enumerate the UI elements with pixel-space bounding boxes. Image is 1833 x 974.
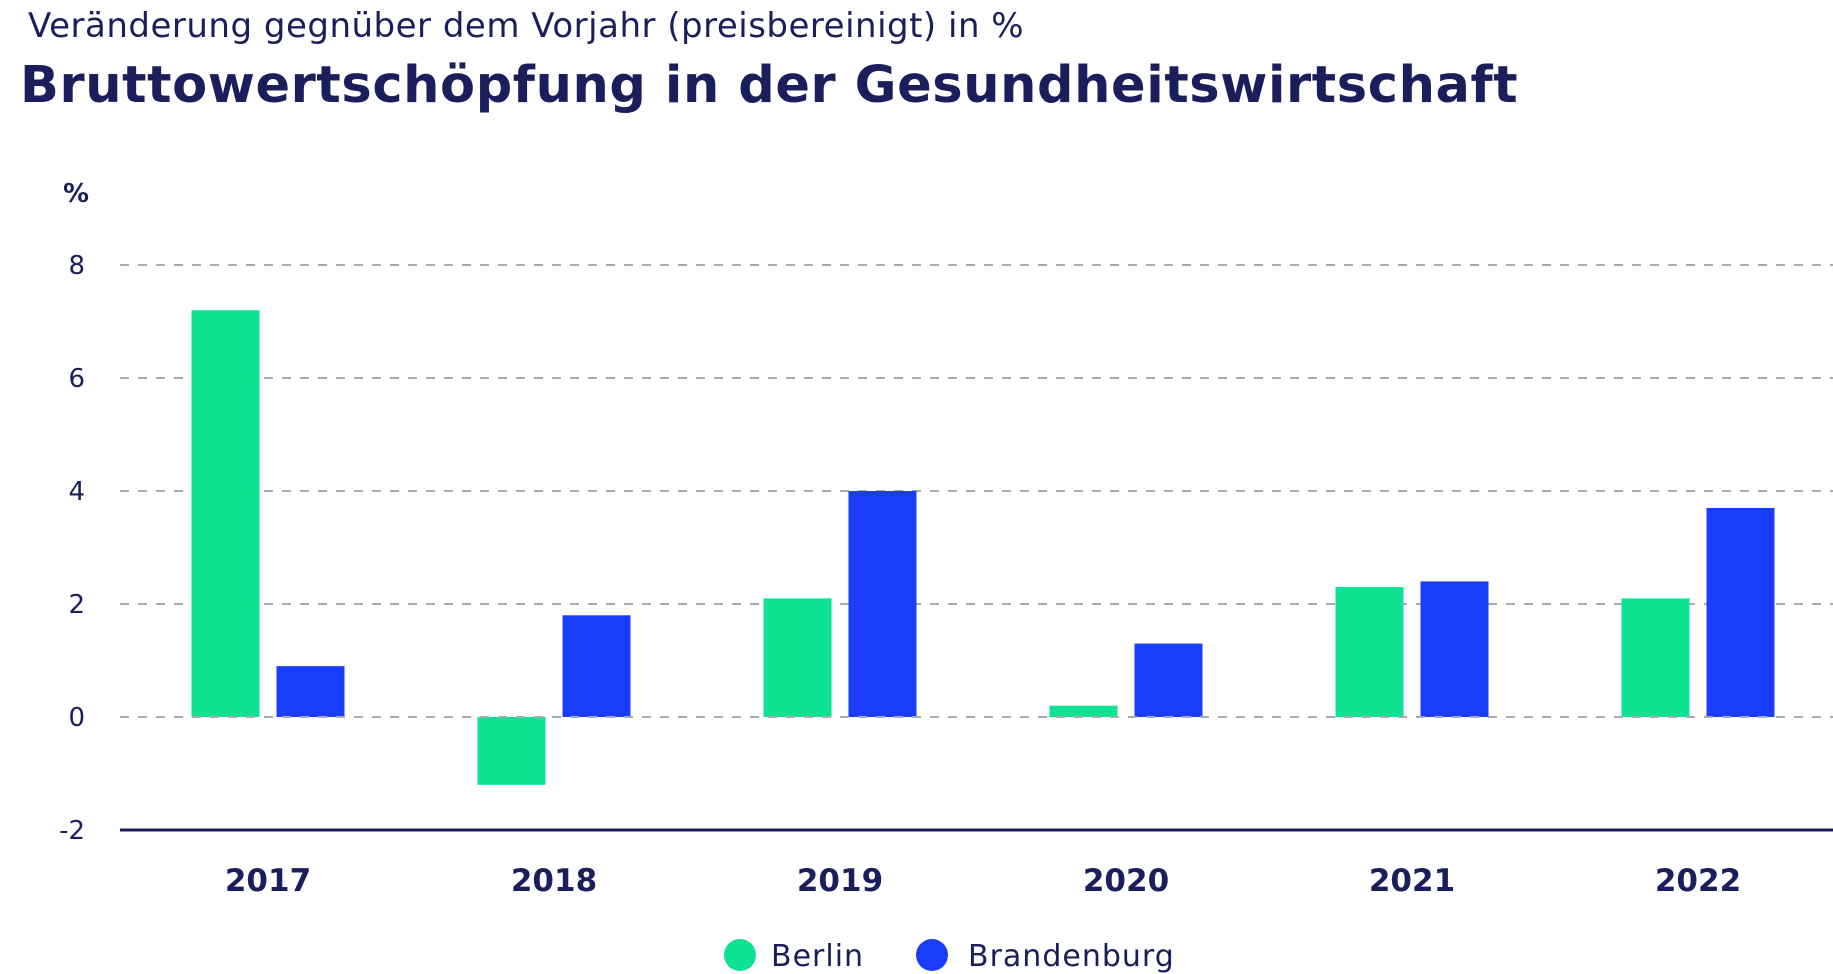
y-tick-label: -2 <box>59 816 85 846</box>
x-tick-label: 2017 <box>225 863 311 899</box>
bar-berlin-2021 <box>1335 587 1404 717</box>
y-tick-label: 2 <box>68 590 85 620</box>
chart-title: Bruttowertschöpfung in der Gesundheitswi… <box>20 56 1519 115</box>
legend-marker-brandenburg <box>916 939 948 971</box>
bar-brandenburg-2017 <box>276 666 345 717</box>
x-tick-label: 2021 <box>1369 863 1455 899</box>
y-tick-label: 0 <box>68 703 85 733</box>
x-tick-label: 2022 <box>1655 863 1741 899</box>
bar-berlin-2019 <box>763 598 832 717</box>
legend-label-brandenburg: Brandenburg <box>968 939 1175 974</box>
bar-brandenburg-2021 <box>1420 581 1489 717</box>
chart-subtitle: Veränderung gegnüber dem Vorjahr (preisb… <box>28 6 1025 46</box>
bar-berlin-2017 <box>191 310 260 717</box>
y-tick-label: 4 <box>68 477 85 507</box>
bar-berlin-2022 <box>1621 598 1690 717</box>
bar-berlin-2018 <box>477 717 546 785</box>
y-axis-unit-label: % <box>63 179 89 209</box>
legend-marker-berlin <box>724 939 756 971</box>
y-tick-label: 6 <box>68 364 85 394</box>
bar-brandenburg-2018 <box>562 615 631 717</box>
bar-brandenburg-2019 <box>848 491 917 717</box>
x-tick-label: 2020 <box>1083 863 1169 899</box>
bar-brandenburg-2020 <box>1134 643 1203 717</box>
legend-label-berlin: Berlin <box>771 939 864 974</box>
bar-berlin-2020 <box>1049 705 1118 717</box>
y-tick-label: 8 <box>68 251 85 281</box>
x-tick-label: 2018 <box>511 863 597 899</box>
bar-brandenburg-2022 <box>1706 507 1775 717</box>
x-tick-label: 2019 <box>797 863 883 899</box>
